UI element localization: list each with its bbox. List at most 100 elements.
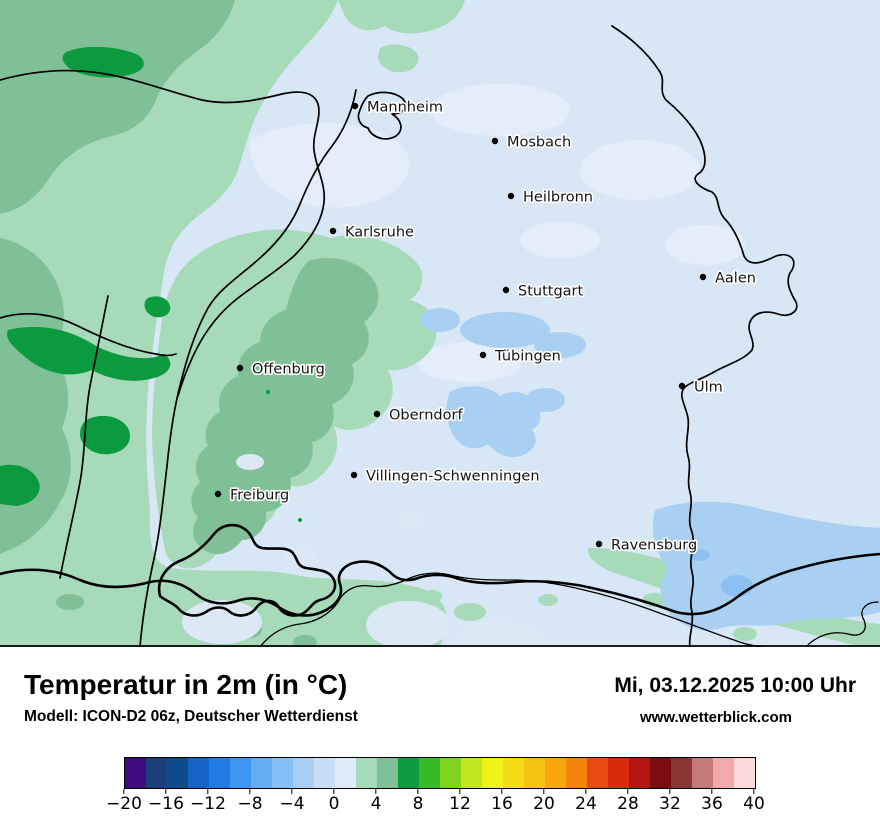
- colorbar-segment: [377, 758, 398, 788]
- city-dot: [351, 102, 359, 110]
- city-label: Stuttgart: [518, 284, 584, 300]
- colorbar-segment: [293, 758, 314, 788]
- colorbar-segment: [734, 758, 755, 788]
- colorbar-tick-label: 16: [491, 794, 513, 814]
- border-french-north: [0, 69, 326, 397]
- city-label: Heilbronn: [523, 190, 593, 206]
- colorbar-tick-mark: [417, 789, 419, 794]
- city-label: Mannheim: [367, 100, 443, 116]
- colorbar-segment: [335, 758, 356, 788]
- city-label: Karlsruhe: [345, 225, 414, 241]
- border-rhine-loop: [357, 91, 407, 140]
- city-dot: [491, 137, 499, 145]
- page-title: Temperatur in 2m (in °C): [24, 669, 348, 700]
- colorbar-tick-mark: [585, 789, 587, 794]
- city-marker: Freiburg: [214, 486, 291, 505]
- pale-blue-patches: [249, 84, 745, 382]
- city-marker: Heilbronn: [507, 188, 595, 207]
- colorbar-segment: [146, 758, 167, 788]
- city-marker: Aalen: [699, 269, 758, 288]
- colorbar-tick-mark: [543, 789, 545, 794]
- colorbar-segment: [629, 758, 650, 788]
- colorbar-segment: [503, 758, 524, 788]
- city-dot: [236, 364, 244, 372]
- colorbar-tick-label: 36: [701, 794, 723, 814]
- bright-green-patches: [0, 46, 400, 522]
- city-label: Aalen: [715, 271, 756, 287]
- temperature-map: Mannheim Mosbach Heilbronn Karlsruhe Stuttga…: [0, 0, 880, 647]
- colorbar-tick-mark: [711, 789, 713, 794]
- colorbar-segment: [566, 758, 587, 788]
- colorbar-tick-mark: [627, 789, 629, 794]
- city-label: Tübingen: [494, 349, 561, 365]
- colorbar-tick-mark: [501, 789, 503, 794]
- border-bodensee-shore: [805, 601, 879, 647]
- city-marker: Ravensburg: [595, 536, 699, 555]
- city-layer: Mannheim Mosbach Heilbronn Karlsruhe Stuttga…: [214, 98, 758, 555]
- city-label: Freiburg: [230, 488, 289, 504]
- colorbar-segment: [272, 758, 293, 788]
- colorbar-tick-label: 32: [659, 794, 681, 814]
- city-dot: [479, 351, 487, 359]
- city-dot: [678, 382, 686, 390]
- city-dot: [699, 273, 707, 281]
- colorbar-tick-label: 4: [370, 794, 382, 814]
- cold-blue-patches: [420, 308, 880, 631]
- city-marker: Villingen-Schwenningen: [350, 467, 541, 486]
- colorbar-segment: [251, 758, 272, 788]
- border-rhine-french: [139, 89, 357, 647]
- city-label: Ulm: [694, 380, 723, 396]
- colorbar-tick-mark: [669, 789, 671, 794]
- colorbar-segment: [524, 758, 545, 788]
- forecast-datetime: Mi, 03.12.2025 10:00 Uhr: [614, 674, 856, 697]
- colorbar-tick-label: 40: [743, 794, 765, 814]
- city-marker: Tübingen: [479, 347, 562, 366]
- border-bavaria: [611, 25, 798, 647]
- colorbar-segment: [398, 758, 419, 788]
- border-swiss: [0, 552, 880, 617]
- city-marker: Offenburg: [236, 360, 326, 379]
- colorbar-tick-mark: [207, 789, 209, 794]
- colorbar-ticks: −20 −16 −12 −8 −4 0 4 8 12 16 20 24 28 32 36 40: [106, 789, 765, 823]
- city-marker: Mosbach: [491, 133, 573, 152]
- colorbar-tick-label: 0: [328, 794, 340, 814]
- city-dot: [373, 410, 381, 418]
- sage-green-patches: [0, 0, 379, 647]
- city-marker: Ulm: [678, 378, 724, 397]
- colorbar-tick-mark: [291, 789, 293, 794]
- colorbar-segment: [482, 758, 503, 788]
- colorbar-segment: [167, 758, 188, 788]
- colorbar-tick-mark: [753, 789, 755, 794]
- colorbar-tick-label: −4: [279, 794, 305, 814]
- pale-spots-in-green: [182, 454, 545, 647]
- colorbar-tick-mark: [165, 789, 167, 794]
- temperature-colorbar: [124, 757, 756, 789]
- colorbar-tick-label: −8: [237, 794, 263, 814]
- colorbar-tick-mark: [375, 789, 377, 794]
- city-marker: Karlsruhe: [329, 223, 416, 242]
- city-dot: [329, 227, 337, 235]
- border-thurgau: [259, 572, 763, 647]
- colorbar-segment: [356, 758, 377, 788]
- colorbar-tick-label: 8: [412, 794, 424, 814]
- colorbar-tick-label: 28: [617, 794, 639, 814]
- colorbar-tick-mark: [459, 789, 461, 794]
- colorbar-segment: [461, 758, 482, 788]
- city-dot: [507, 192, 515, 200]
- city-label: Oberndorf: [389, 408, 463, 424]
- colorbar-segment: [650, 758, 671, 788]
- colorbar-segment: [587, 758, 608, 788]
- city-marker: Mannheim: [351, 98, 445, 117]
- city-label: Mosbach: [507, 135, 571, 151]
- colorbar-segment: [545, 758, 566, 788]
- colorbar-segment: [188, 758, 209, 788]
- colorbar-tick-mark: [333, 789, 335, 794]
- colorbar-tick-label: 20: [533, 794, 555, 814]
- colorbar-segment: [209, 758, 230, 788]
- colorbar-segment: [440, 758, 461, 788]
- colorbar-segment: [230, 758, 251, 788]
- city-dot: [502, 286, 510, 294]
- border-french-west1: [0, 313, 177, 357]
- border-lines: [0, 25, 880, 647]
- city-marker: Oberndorf: [373, 406, 465, 425]
